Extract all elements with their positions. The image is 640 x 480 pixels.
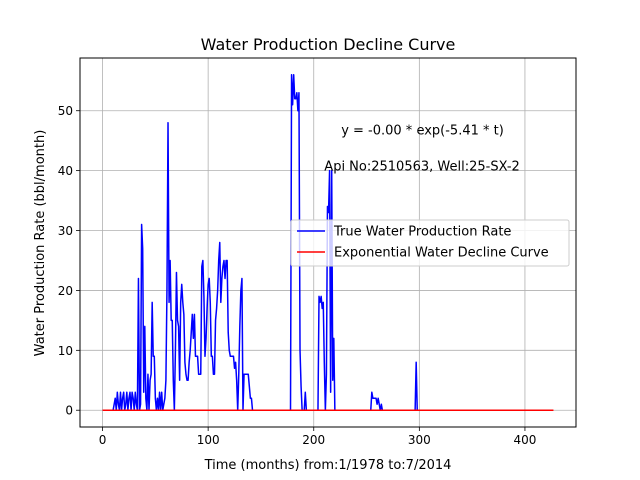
legend-label-decline-curve: Exponential Water Decline Curve bbox=[334, 246, 549, 261]
y-tick-label: 10 bbox=[58, 344, 73, 358]
x-tick-label: 100 bbox=[197, 433, 220, 447]
plot-frame bbox=[79, 57, 577, 428]
annotation-well-id: Api No:2510563, Well:25-SX-2 bbox=[324, 160, 520, 175]
x-tick-label: 200 bbox=[302, 433, 325, 447]
x-tick-label: 400 bbox=[513, 433, 536, 447]
annotation-equation: y = -0.00 * exp(-5.41 * t) bbox=[341, 124, 504, 139]
y-tick-label: 30 bbox=[58, 224, 73, 238]
legend: True Water Production Rate Exponential W… bbox=[290, 219, 570, 267]
x-tick-label: 300 bbox=[408, 433, 431, 447]
y-tick-label: 50 bbox=[58, 104, 73, 118]
y-tick-label: 40 bbox=[58, 164, 73, 178]
axis-ticks: 0 100 200 300 400 0 10 20 30 40 50 bbox=[58, 104, 537, 447]
series-layer bbox=[102, 74, 554, 411]
series-line-true-rate bbox=[102, 74, 420, 411]
y-tick-label: 20 bbox=[58, 284, 73, 298]
legend-label-true-rate: True Water Production Rate bbox=[333, 225, 511, 240]
y-axis-label: Water Production Rate (bbl/month) bbox=[33, 130, 48, 357]
x-tick-label: 0 bbox=[99, 433, 107, 447]
x-axis-label: Time (months) from:1/1978 to:7/2014 bbox=[204, 458, 452, 473]
annotations: y = -0.00 * exp(-5.41 * t) Api No:2510563… bbox=[324, 124, 520, 175]
chart-title: Water Production Decline Curve bbox=[201, 35, 456, 54]
legend-box bbox=[290, 219, 570, 267]
y-tick-label: 0 bbox=[65, 404, 73, 418]
